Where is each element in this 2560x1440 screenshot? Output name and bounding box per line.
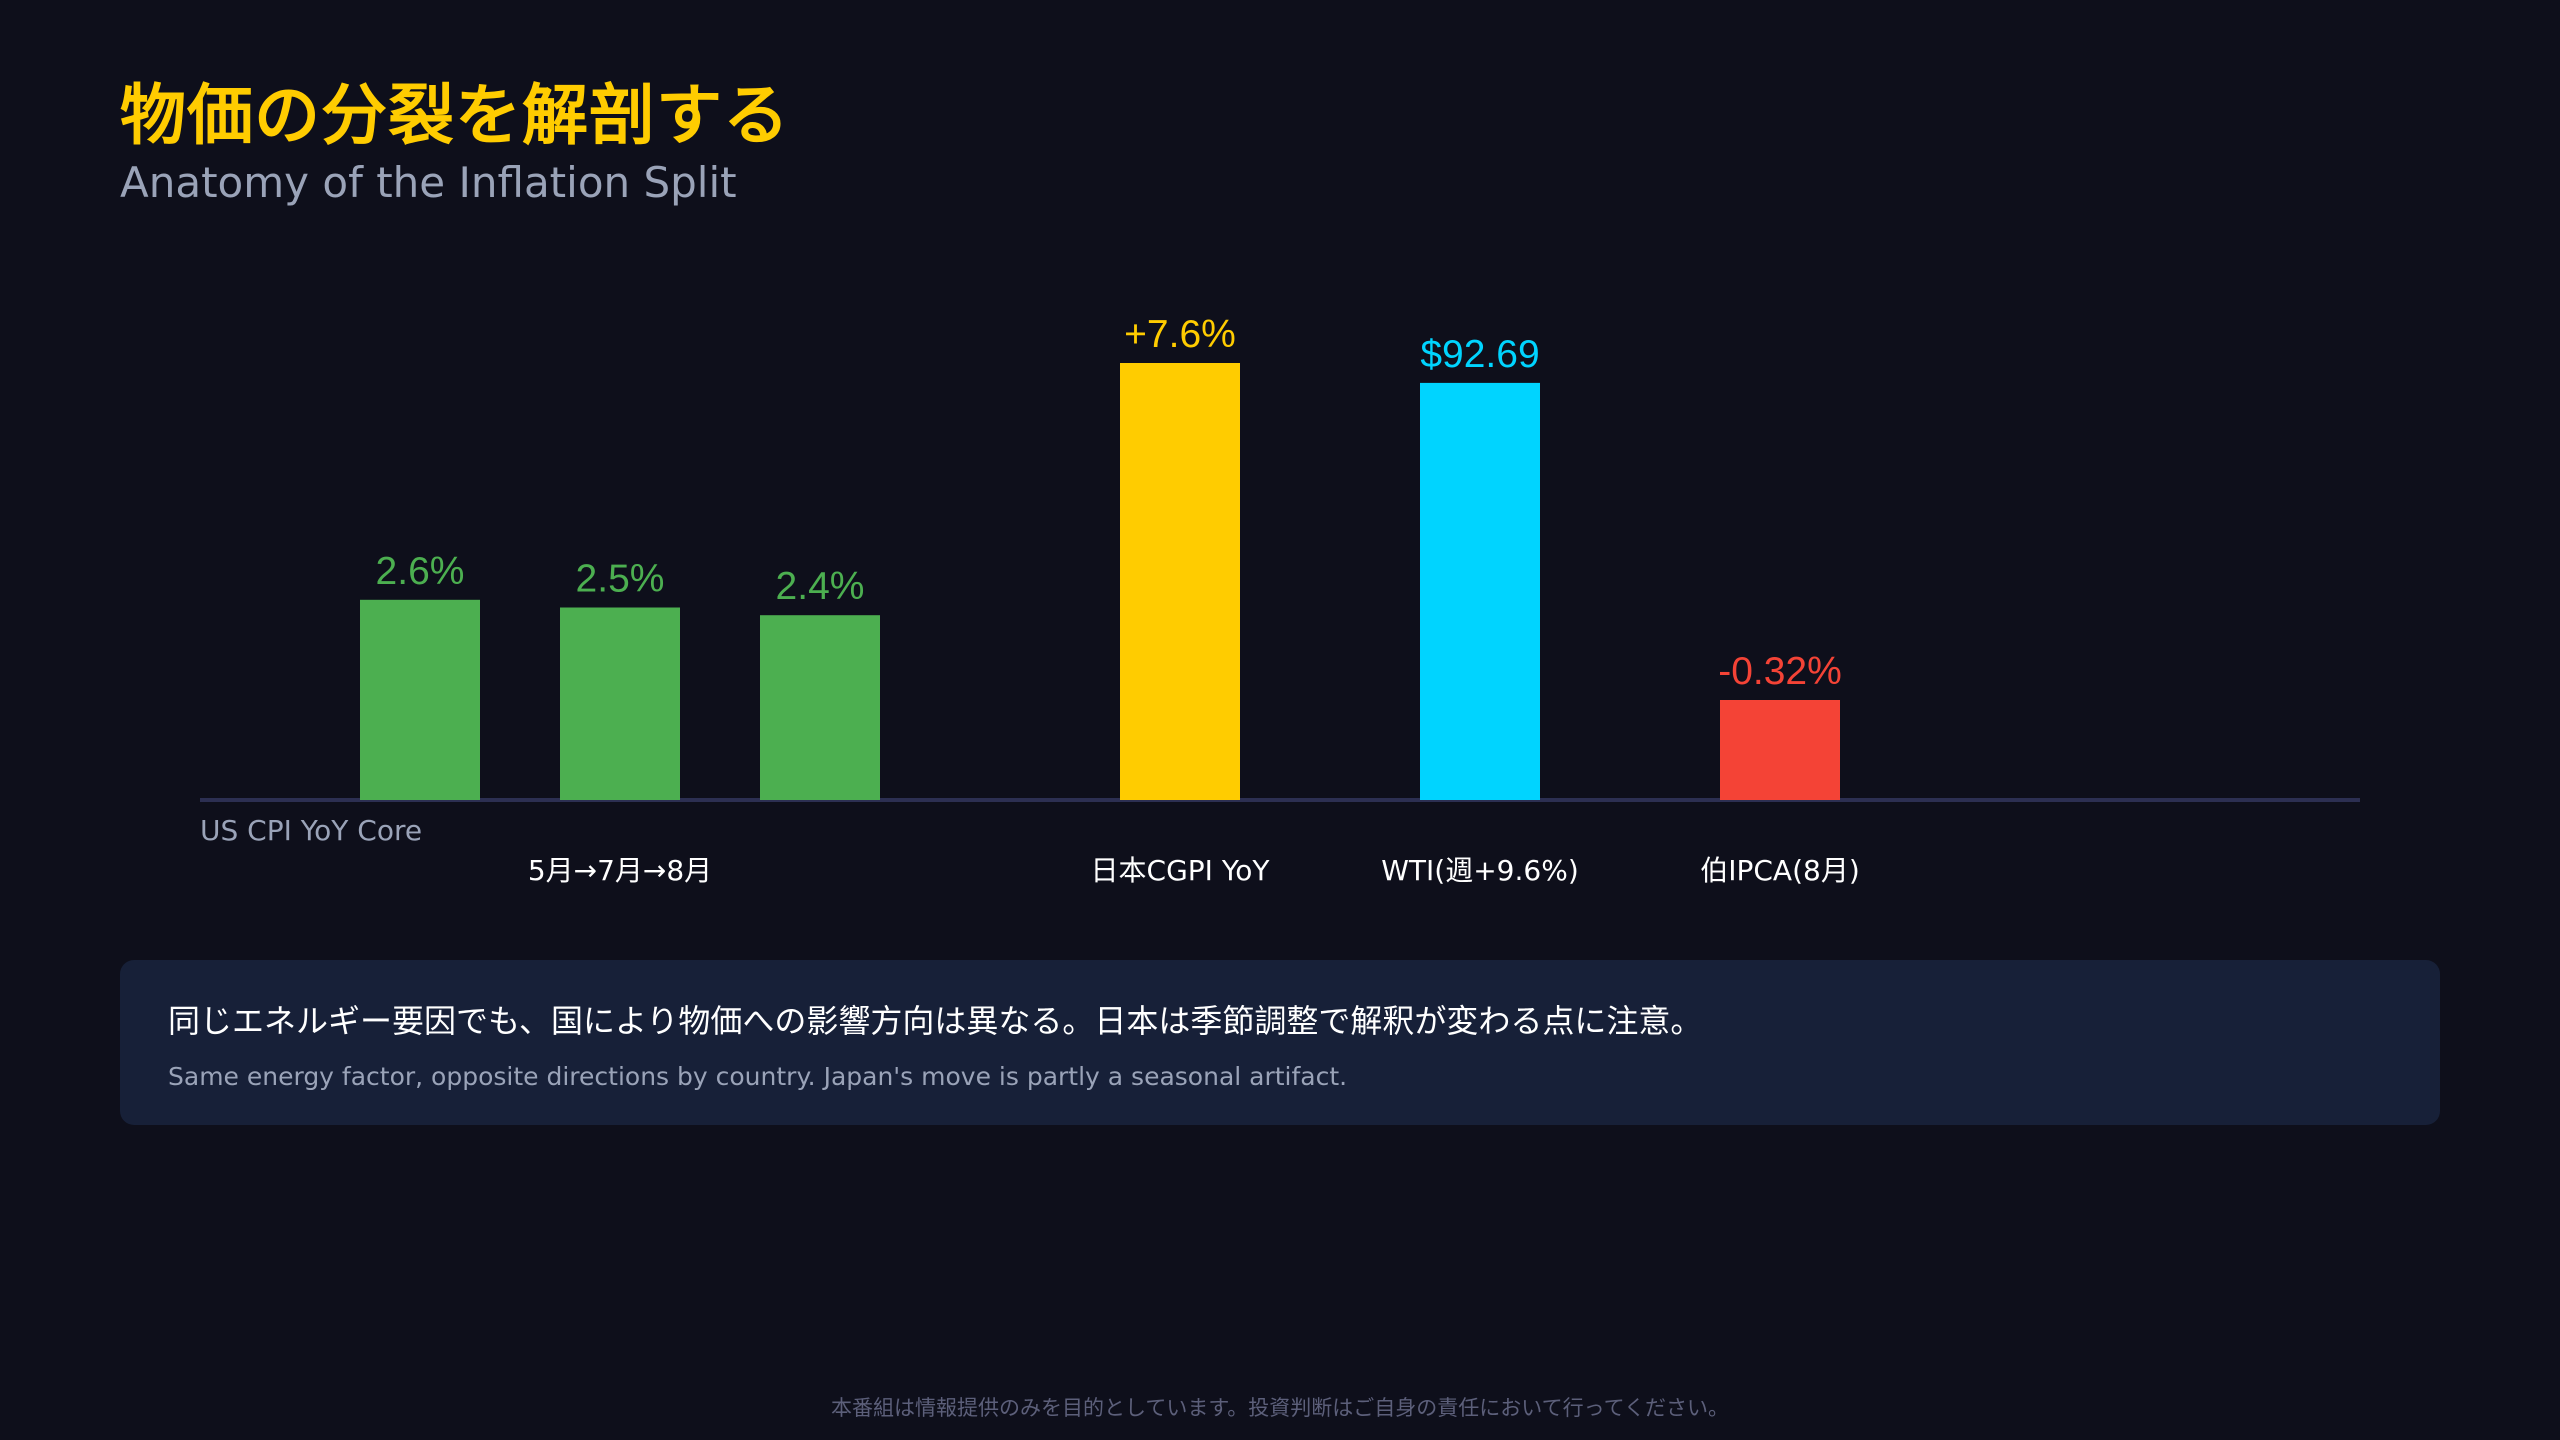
page-subtitle: Anatomy of the Inflation Split bbox=[120, 158, 737, 207]
data-label: +7.6% bbox=[1124, 313, 1236, 356]
page-title: 物価の分裂を解剖する bbox=[120, 77, 790, 154]
bar bbox=[1420, 382, 1540, 800]
bar bbox=[1120, 363, 1240, 800]
data-label: $92.69 bbox=[1420, 333, 1539, 376]
note-box: 同じエネルギー要因でも、国により物価への影響方向は異なる。日本は季節調整で解釈が… bbox=[120, 960, 2440, 1125]
data-label: 2.4% bbox=[776, 565, 865, 608]
note-main-text: 同じエネルギー要因でも、国により物価への影響方向は異なる。日本は季節調整で解釈が… bbox=[168, 1002, 1703, 1040]
bar bbox=[1720, 700, 1840, 800]
data-label: -0.32% bbox=[1718, 650, 1842, 693]
bar bbox=[760, 615, 880, 800]
data-label: 2.5% bbox=[576, 558, 665, 601]
category-label: 日本CGPI YoY bbox=[1091, 854, 1271, 887]
data-label: 2.6% bbox=[376, 550, 465, 593]
bar bbox=[360, 599, 480, 800]
disclaimer-text: 本番組は情報提供のみを目的としています。投資判断はご自身の責任において行ってくだ… bbox=[831, 1396, 1729, 1420]
bar bbox=[560, 607, 680, 800]
category-label: WTI(週+9.6%) bbox=[1381, 854, 1579, 887]
category-label: 伯IPCA(8月) bbox=[1700, 854, 1860, 887]
note-sub-text: Same energy factor, opposite directions … bbox=[168, 1062, 1348, 1091]
category-label: US CPI YoY Core bbox=[200, 814, 422, 847]
category-sublabel: 5月→7月→8月 bbox=[528, 854, 712, 887]
inflation-bar-chart: 2.6% 2.5% 2.4% US CPI YoY Core 5月→7月→8月 +7.6%… bbox=[200, 313, 2360, 887]
